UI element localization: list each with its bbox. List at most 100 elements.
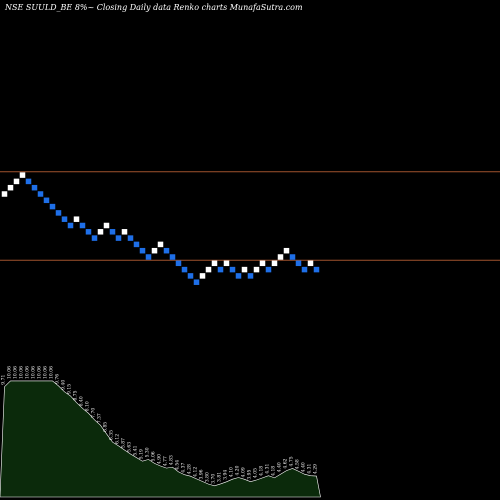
- renko-brick-down: [109, 229, 116, 235]
- volume-value-label: 10.06: [13, 366, 19, 379]
- renko-brick-down: [49, 203, 56, 210]
- renko-brick-down: [139, 247, 146, 254]
- volume-value-label: 4.18: [271, 466, 277, 476]
- renko-brick-down: [193, 279, 200, 285]
- renko-brick-down: [25, 178, 32, 185]
- renko-brick-down: [175, 260, 182, 267]
- renko-brick-down: [301, 266, 308, 273]
- renko-brick-up: [241, 266, 248, 273]
- renko-brick-down: [133, 241, 140, 248]
- renko-brick-down: [37, 191, 44, 197]
- volume-value-label: 4.75: [289, 456, 295, 466]
- renko-brick-up: [307, 260, 314, 267]
- volume-value-label: 6.85: [103, 422, 109, 432]
- volume-value-label: 4.05: [253, 468, 259, 478]
- volume-value-label: 10.06: [19, 366, 25, 379]
- volume-value-label: 3.96: [199, 469, 205, 479]
- renko-brick-up: [73, 216, 80, 222]
- volume-value-label: 4.31: [307, 464, 313, 474]
- volume-value-label: 4.31: [265, 464, 271, 474]
- renko-brick-down: [61, 216, 68, 222]
- renko-bricks: [1, 172, 320, 285]
- volume-value-label: 4.40: [301, 462, 307, 472]
- renko-brick-up: [97, 229, 104, 235]
- renko-brick-down: [181, 266, 188, 273]
- volume-value-label: 5.30: [145, 447, 151, 457]
- volume-value-label: 4.29: [313, 464, 319, 474]
- renko-brick-up: [259, 260, 266, 267]
- reference-lines: [0, 171, 500, 261]
- renko-brick-down: [229, 266, 236, 273]
- volume-value-label: 4.40: [277, 462, 283, 472]
- renko-brick-down: [55, 210, 62, 216]
- renko-brick-down: [67, 222, 74, 229]
- volume-value-label: 3.95: [247, 469, 253, 479]
- renko-brick-up: [277, 254, 284, 260]
- renko-brick-down: [31, 184, 38, 191]
- renko-brick-up: [19, 172, 26, 178]
- renko-brick-down: [235, 273, 242, 279]
- volume-value-label: 5.19: [139, 449, 145, 459]
- volume-value-label: 10.06: [37, 366, 43, 379]
- renko-brick-up: [199, 273, 206, 279]
- renko-brick-up: [103, 222, 110, 229]
- volume-value-label: 4.20: [235, 465, 241, 475]
- chart-title: NSE SUULD_BE 8%~ Closing Daily data Renk…: [4, 3, 303, 12]
- renko-brick-up: [223, 260, 230, 267]
- renko-brick-up: [121, 229, 128, 235]
- volume-value-label: 4.09: [241, 467, 247, 477]
- renko-brick-up: [7, 184, 14, 191]
- volume-value-label: 10.06: [31, 366, 37, 379]
- renko-brick-down: [169, 254, 176, 260]
- volume-value-label: 7.37: [97, 413, 103, 423]
- renko-brick-up: [13, 178, 20, 185]
- renko-brick-up: [271, 260, 278, 267]
- volume-value-label: 6.12: [115, 434, 121, 444]
- renko-brick-up: [151, 247, 158, 254]
- volume-value-label: 8.10: [85, 401, 91, 411]
- volume-value-label: 4.77: [163, 456, 169, 466]
- volume-value-label: 7.70: [91, 408, 97, 418]
- volume-value-label: 9.40: [61, 380, 67, 390]
- renko-brick-down: [85, 229, 92, 235]
- volume-value-label: 10.06: [43, 366, 49, 379]
- renko-brick-down: [127, 235, 134, 241]
- renko-brick-up: [211, 260, 218, 267]
- renko-brick-down: [289, 254, 296, 260]
- renko-brick-down: [43, 197, 50, 204]
- volume-value-label: 4.18: [259, 466, 265, 476]
- renko-brick-up: [253, 266, 260, 273]
- renko-brick-down: [79, 222, 86, 229]
- renko-brick-down: [313, 266, 320, 273]
- volume-value-label: 4.62: [283, 458, 289, 468]
- volume-value-label: 6.35: [109, 430, 115, 440]
- volume-value-label: 4.54: [175, 460, 181, 470]
- renko-brick-down: [91, 235, 98, 241]
- volume-value-label: 3.80: [205, 472, 211, 482]
- volume-value-label: 3.81: [217, 472, 223, 482]
- volume-value-label: 4.37: [181, 463, 187, 473]
- renko-brick-down: [265, 266, 272, 273]
- volume-value-label: 4.83: [169, 455, 175, 465]
- volume-value-label: 3.70: [211, 474, 217, 484]
- volume-value-label: 8.75: [73, 390, 79, 400]
- renko-brick-down: [247, 273, 254, 279]
- volume-value-label: 10.06: [49, 366, 55, 379]
- volume-value-label: 4.58: [295, 459, 301, 469]
- volume-value-label: 9.15: [67, 384, 73, 394]
- volume-value-label: 10.06: [25, 366, 31, 379]
- volume-value-label: 5.63: [127, 442, 133, 452]
- renko-brick-up: [205, 266, 212, 273]
- renko-brick-down: [295, 260, 302, 267]
- renko-brick-down: [145, 254, 152, 260]
- renko-brick-down: [163, 247, 170, 254]
- volume-value-label: 4.10: [229, 467, 235, 477]
- volume-value-label: 3.94: [223, 470, 229, 480]
- volume-value-label: 4.12: [193, 467, 199, 477]
- volume-value-label: 9.71: [1, 375, 7, 385]
- volume-value-label: 10.06: [7, 366, 13, 379]
- volume-value-label: 8.40: [79, 396, 85, 406]
- volume-value-label: 9.76: [55, 374, 61, 384]
